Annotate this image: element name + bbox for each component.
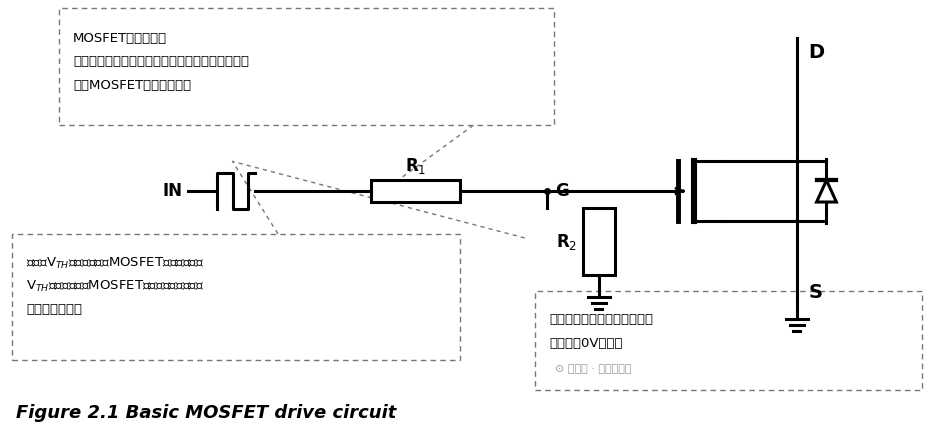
Text: 应选择合适的电阻值，因为它影响开关速度，从而: 应选择合适的电阻值，因为它影响开关速度，从而 (73, 55, 249, 69)
Text: ⊙ 公众号 · 硬件攻城狮: ⊙ 公众号 · 硬件攻城狮 (555, 364, 631, 374)
Text: R$_1$: R$_1$ (405, 156, 426, 176)
Text: 当输入信号开路时，将栅源电: 当输入信号开路时，将栅源电 (550, 313, 653, 326)
Text: S: S (809, 282, 823, 302)
Text: IN: IN (163, 182, 183, 200)
Text: V$_{TH}$的栅极电压使MOSFET关断。驱动能力使输: V$_{TH}$的栅极电压使MOSFET关断。驱动能力使输 (26, 279, 204, 294)
Text: D: D (809, 43, 825, 62)
Bar (371, 180, 460, 202)
Text: 远高于V$_{TH}$的栅极电压使MOSFET导通，远低于: 远高于V$_{TH}$的栅极电压使MOSFET导通，远低于 (26, 256, 204, 271)
Text: R$_2$: R$_2$ (555, 232, 577, 252)
Bar (59, 8, 554, 125)
Text: 入电容充分充电: 入电容充分充电 (26, 303, 83, 316)
Text: 影响MOSFET的开关损耗。: 影响MOSFET的开关损耗。 (73, 79, 191, 92)
Text: Figure 2.1 Basic MOSFET drive circuit: Figure 2.1 Basic MOSFET drive circuit (17, 404, 397, 422)
Bar (12, 234, 460, 360)
Bar (582, 208, 614, 275)
Polygon shape (817, 180, 837, 202)
Text: G: G (555, 182, 569, 200)
Text: MOSFET栅极电阻：: MOSFET栅极电阻： (73, 32, 167, 45)
Text: 压拉低到0V的电阻: 压拉低到0V的电阻 (550, 337, 623, 350)
Bar (536, 291, 921, 390)
